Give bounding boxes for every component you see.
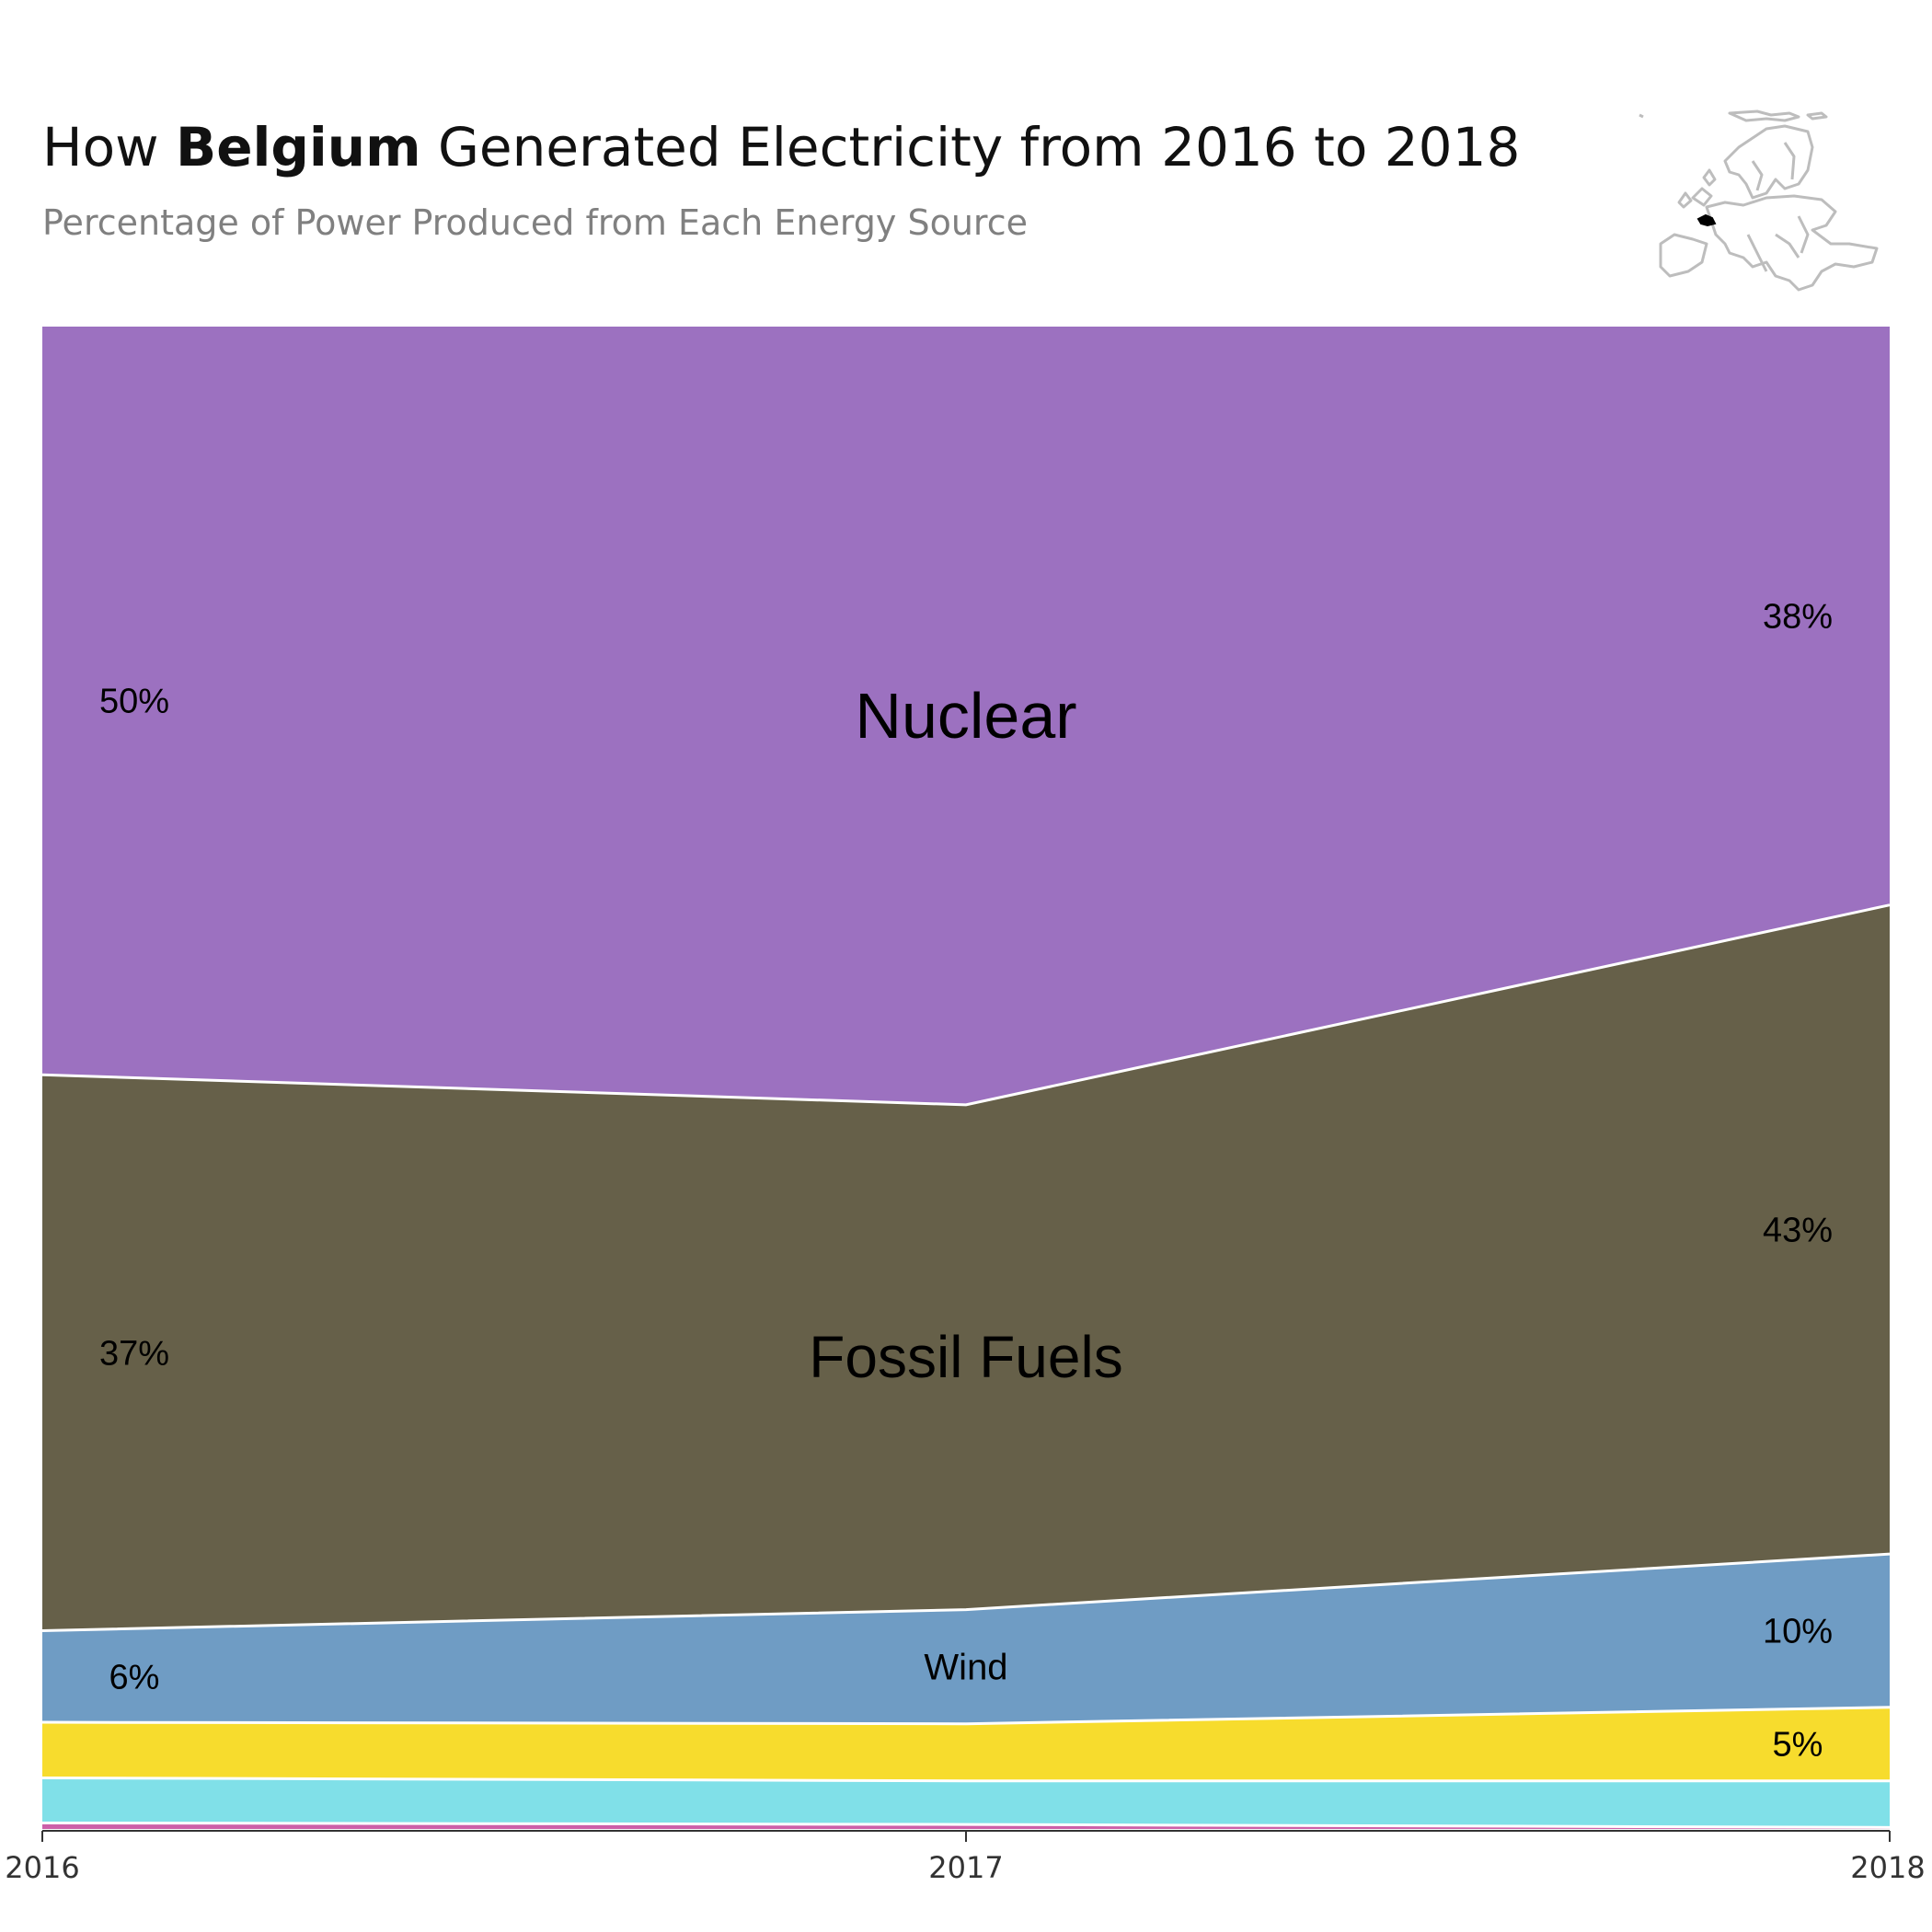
title-country: Belgium [175, 116, 421, 178]
x-tick-label-2018: 2018 [1850, 1850, 1925, 1885]
europe-map-icon [1639, 109, 1879, 292]
nuclear-series-label: Nuclear [855, 680, 1076, 752]
area-band-1 [42, 1777, 1890, 1828]
area-fossil-fuels [42, 904, 1890, 1631]
boundary-band-2 [41, 1706, 1891, 1726]
x-tick-label-2017: 2017 [928, 1850, 1003, 1885]
wind-start-label: 6% [109, 1658, 160, 1696]
boundary-fossil-fuels [41, 903, 1891, 1107]
title-prefix: How [42, 116, 176, 178]
series-boundaries [41, 903, 1891, 1829]
boundary-wind [41, 1552, 1891, 1632]
area-band-2 [42, 1707, 1890, 1781]
chart-title: How Belgium Generated Electricity from 2… [42, 116, 1520, 178]
area-wind [42, 1554, 1890, 1724]
boundary-band-0 [41, 1821, 1891, 1829]
x-tick-label-2016: 2016 [5, 1850, 79, 1885]
x-axis: 2016 2017 2018 [5, 1830, 1926, 1885]
fossil-start-label: 37% [99, 1334, 169, 1373]
nuclear-start-label: 50% [99, 683, 169, 721]
stacked-areas [42, 327, 1890, 1829]
wind-series-label: Wind [924, 1648, 1007, 1688]
wind-end-label: 10% [1763, 1612, 1833, 1650]
fossil-series-label: Fossil Fuels [809, 1324, 1122, 1390]
area-nuclear [42, 327, 1890, 1105]
chart-subtitle: Percentage of Power Produced from Each E… [42, 202, 1028, 243]
title-suffix: Generated Electricity from 2016 to 2018 [420, 116, 1521, 178]
data-labels: Nuclear Fossil Fuels Wind 50% 38% 37% 43… [99, 597, 1833, 1764]
fossil-end-label: 43% [1763, 1211, 1833, 1249]
solar-end-label: 5% [1773, 1726, 1823, 1765]
boundary-band-1 [41, 1776, 1890, 1783]
nuclear-end-label: 38% [1763, 597, 1833, 636]
